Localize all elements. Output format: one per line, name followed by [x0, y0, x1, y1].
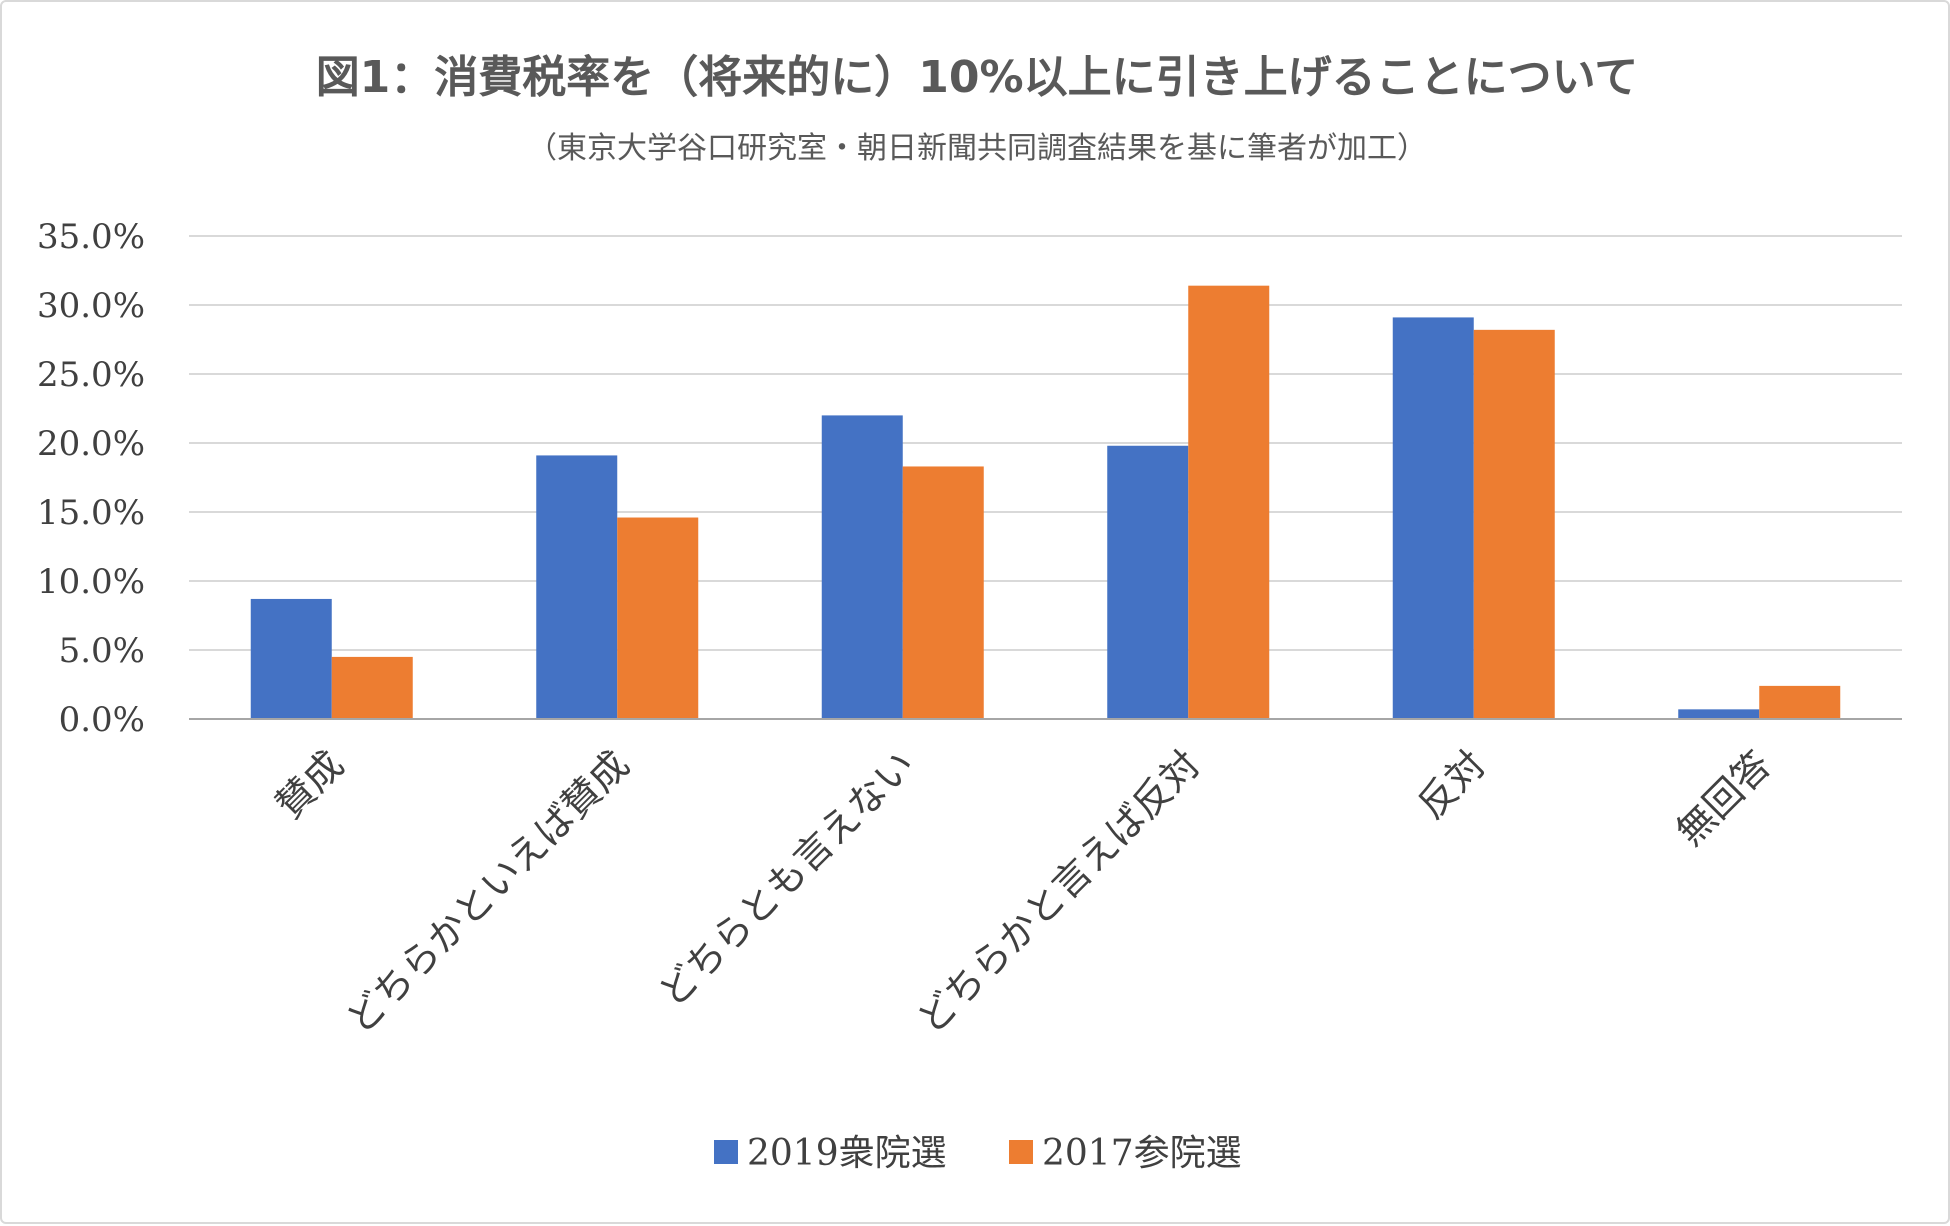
x-category-label: どちらとも言えない [650, 742, 923, 1015]
legend-swatch [1009, 1140, 1033, 1164]
x-category-label: 無回答 [1668, 742, 1780, 854]
x-category-label: どちらかといえば賛成 [338, 742, 638, 1042]
y-tick-label: 15.0% [37, 493, 145, 533]
bars [250, 285, 1841, 719]
y-tick-label: 0.0% [59, 700, 145, 740]
chart-title: 図1：消費税率を（将来的に）10%以上に引き上げることについて [316, 52, 1639, 103]
legend-label: 2019衆院選 [747, 1133, 947, 1174]
bar [1107, 445, 1189, 719]
bar [1188, 285, 1270, 719]
bar [1759, 685, 1841, 719]
bar [250, 598, 332, 719]
bar [1473, 329, 1555, 719]
y-tick-label: 35.0% [37, 217, 145, 257]
y-tick-label: 10.0% [37, 562, 145, 602]
legend-label: 2017参院選 [1042, 1133, 1242, 1174]
legend: 2019衆院選 2017参院選 [714, 1133, 1242, 1174]
chart-subtitle: （東京大学谷口研究室・朝日新聞共同調査結果を基に筆者が加工） [527, 131, 1427, 166]
bar [536, 455, 618, 719]
gridlines [189, 235, 1902, 651]
y-tick-label: 30.0% [37, 286, 145, 326]
bar [1392, 317, 1474, 719]
x-category-label: 賛成 [267, 742, 352, 827]
y-tick-label: 25.0% [37, 355, 145, 395]
y-tick-label: 20.0% [37, 424, 145, 464]
bar [821, 415, 903, 719]
bar [617, 517, 699, 719]
y-tick-label: 5.0% [59, 631, 145, 671]
bar [1678, 709, 1760, 719]
x-category-label: 反対 [1409, 742, 1494, 827]
bar [331, 656, 413, 719]
legend-swatch [714, 1140, 738, 1164]
x-category-label: どちらかと言えば反対 [909, 742, 1209, 1042]
y-axis-tick-labels: 0.0% 5.0% 10.0% 15.0% 20.0% 25.0% 30.0% 35.0% [37, 217, 145, 740]
bar [902, 466, 984, 719]
